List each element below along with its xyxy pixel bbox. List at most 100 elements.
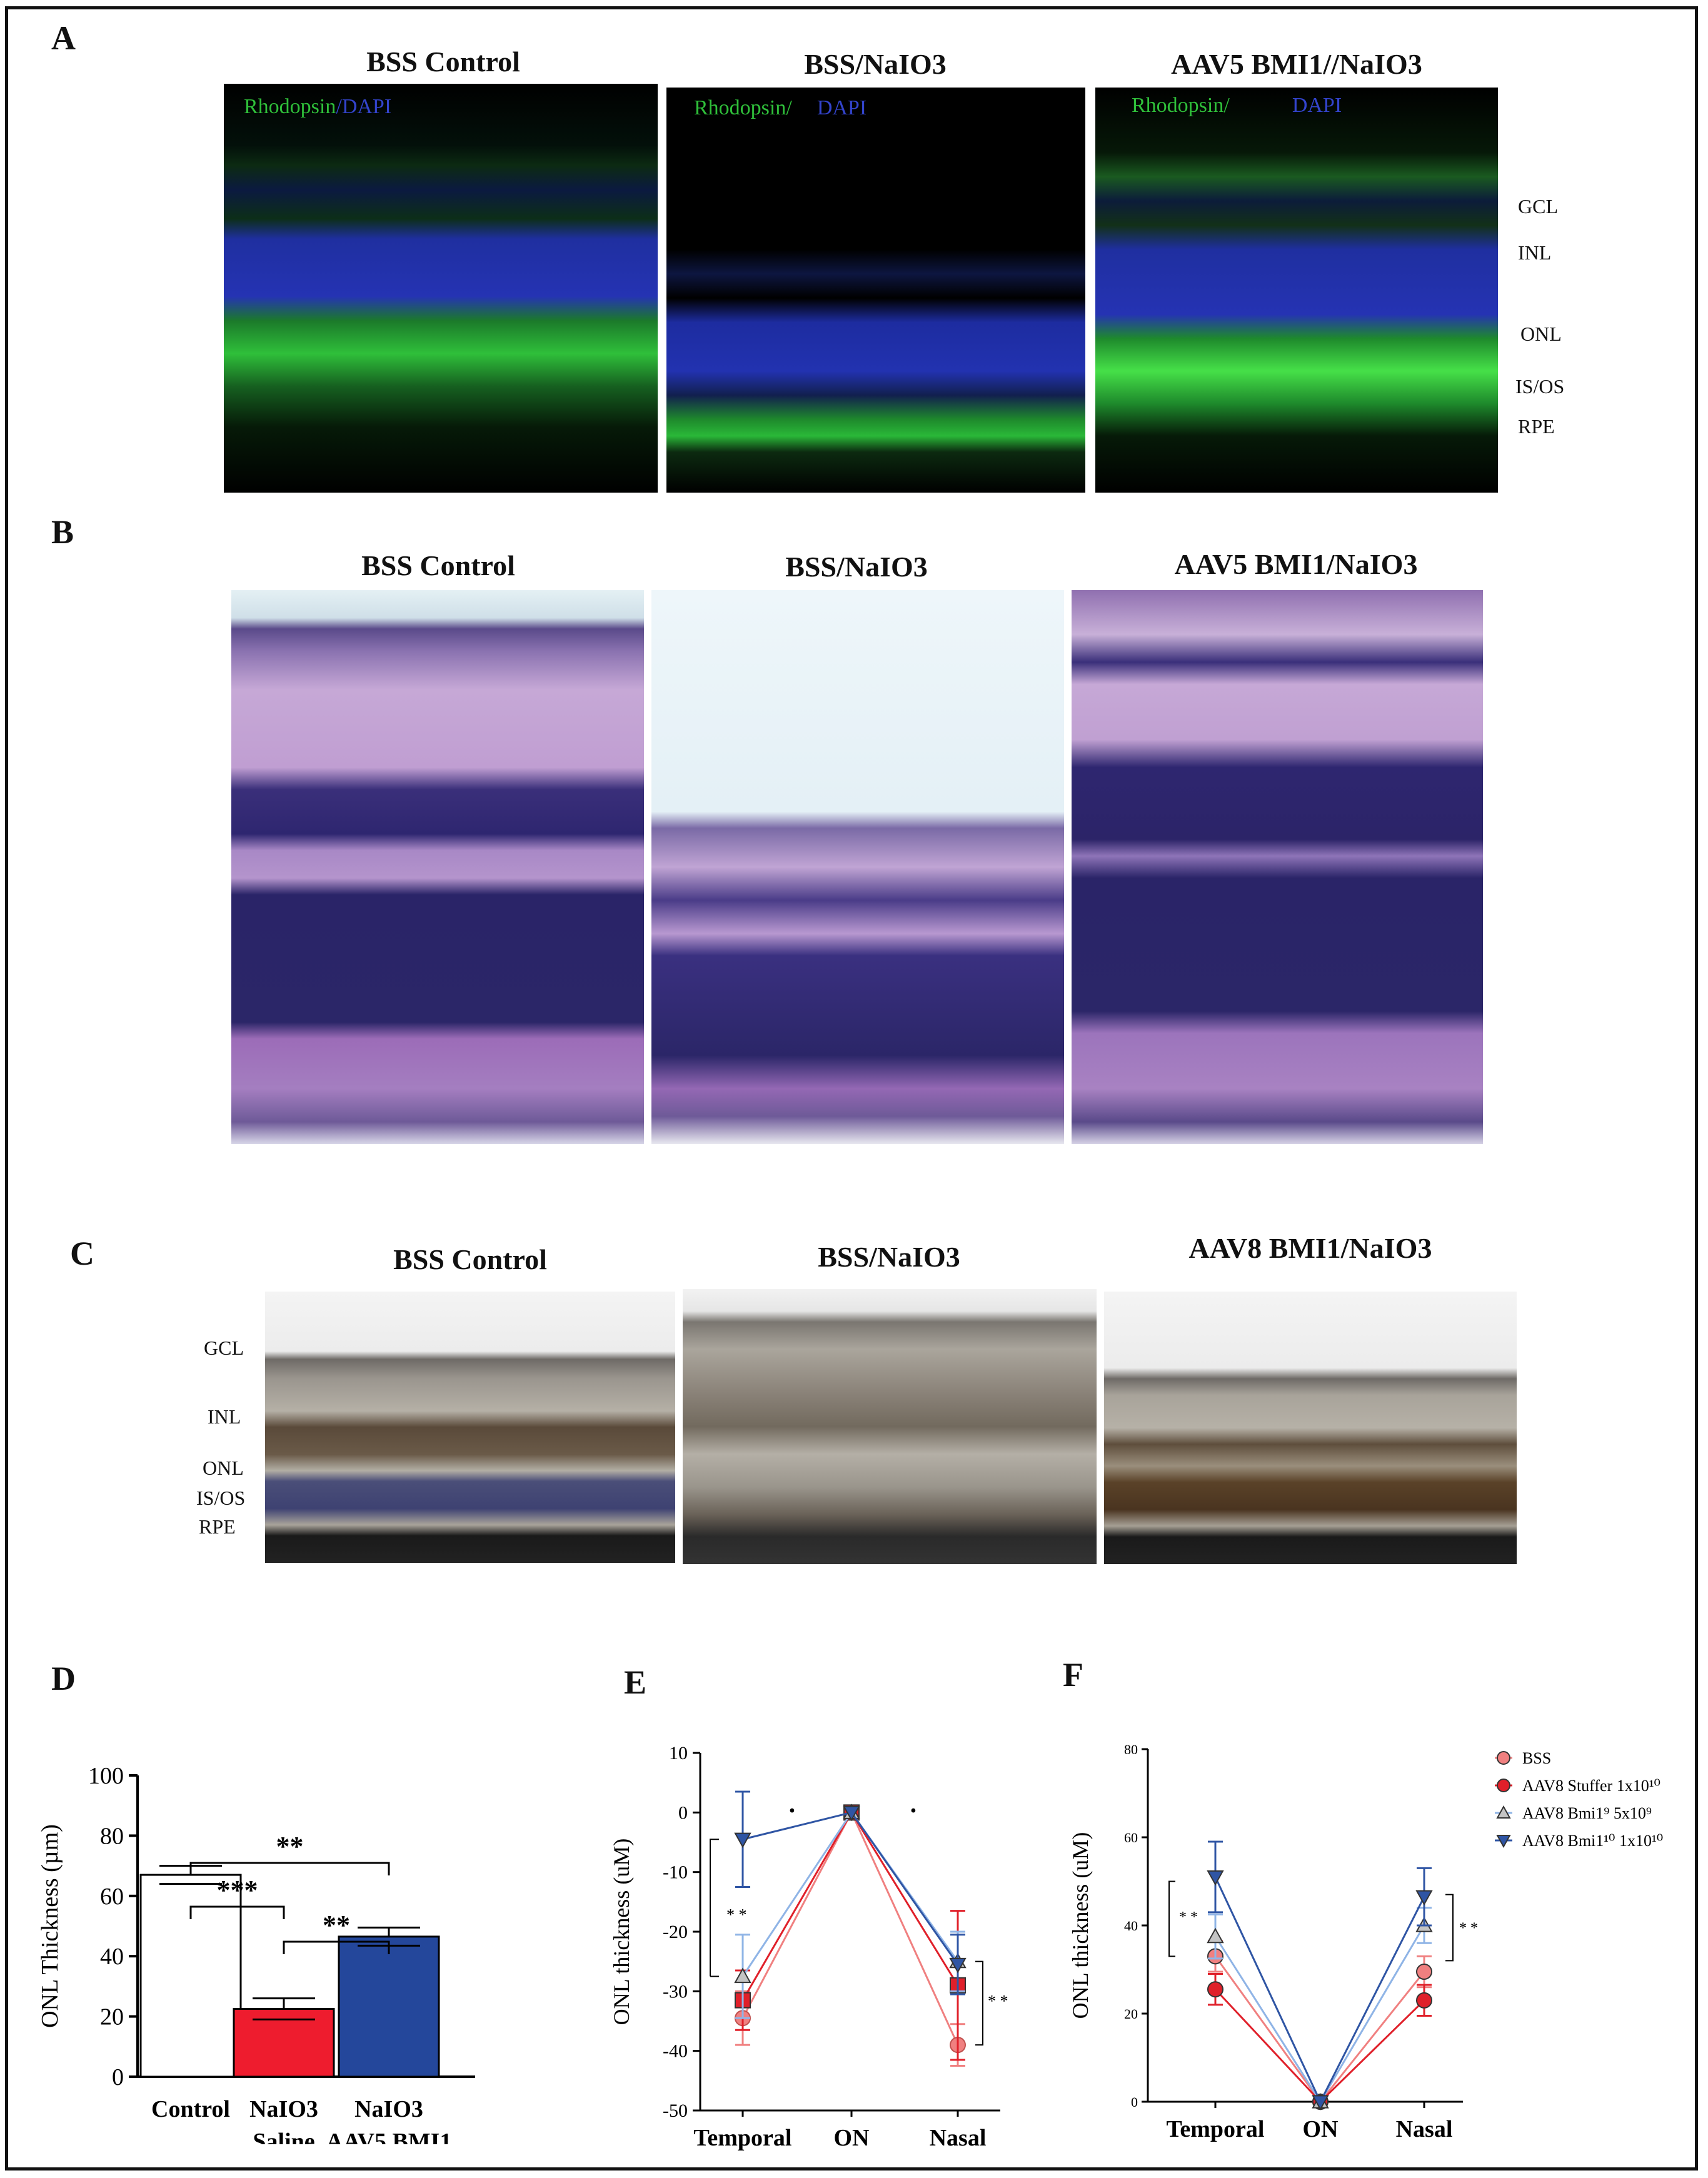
series-line-bmi_high [742, 1811, 959, 1965]
he-image-bss-control [231, 590, 644, 1144]
y-tick-label: 10 [669, 1743, 688, 1764]
data-point-bmi_low [1207, 1927, 1224, 1944]
y-tick-label: 100 [88, 1763, 124, 1789]
panel-b-title-2: BSS/NaIO3 [785, 551, 928, 583]
significance-label: * * [1179, 1909, 1198, 1925]
significance-bracket [710, 1839, 719, 1977]
panel-c-label: C [70, 1235, 94, 1272]
panel-d-label: D [51, 1660, 76, 1697]
layer-label-onl: ONL [203, 1457, 244, 1479]
y-tick-label: 0 [1131, 2094, 1138, 2110]
legend-marker [1496, 1835, 1511, 1849]
legend-marker [1497, 1751, 1510, 1765]
x-tick-label: Saline [253, 2129, 314, 2144]
data-point-stuffer [1416, 1992, 1432, 2009]
significance-label: ** [276, 1831, 304, 1862]
legend-marker [1497, 1779, 1510, 1792]
stain-label: Rhodopsin/DAPI [694, 96, 867, 120]
y-axis-label: ONL thickness (uM) [609, 1839, 634, 2025]
annotation-dot: • [910, 1801, 917, 1820]
x-tick-label: NaIO3 [249, 2096, 318, 2122]
series-line-stuffer [741, 1810, 959, 2001]
layer-label-rpe: RPE [199, 1515, 236, 1538]
rhodopsin-label: Rhodopsin/ [694, 96, 792, 119]
y-tick-label: 40 [100, 1944, 124, 1970]
y-tick-label: 0 [678, 1802, 688, 1823]
layer-label-onl: ONL [1520, 323, 1562, 345]
data-point-bmi_high [1207, 1870, 1224, 1886]
panel-c-title-1: BSS Control [393, 1243, 547, 1275]
significance-label: * * [726, 1905, 747, 1924]
he-image-bss-naio3 [651, 590, 1064, 1144]
data-point-bmi_high [949, 1957, 967, 1974]
y-tick-label: -30 [663, 1981, 688, 2002]
significance-bracket [189, 1905, 285, 1919]
ihc-image-bss-naio3 [683, 1289, 1097, 1564]
layer-label-gcl: GCL [1518, 195, 1558, 218]
x-tick-label: AAV5.BMI1 [326, 2129, 452, 2144]
significance-bracket [189, 1862, 390, 1875]
chart-d-onl-thickness-bars: 0 20 40 60 80 100 ONL Thickness (µm) Control NaI… [37, 1763, 475, 2144]
panel-a-title-3: AAV5 BMI1//NaIO3 [1171, 48, 1422, 80]
data-point-bss [1416, 1964, 1432, 1980]
significance-bracket [1445, 1894, 1454, 1962]
panel-f-label: F [1063, 1656, 1083, 1694]
legend-label: AAV8 Stuffer 1x10¹⁰ [1522, 1777, 1660, 1795]
data-point-bmi_high [1312, 2095, 1329, 2111]
x-tick-label: ON [834, 2125, 870, 2150]
y-axis-label: ONL thickness (uM) [1068, 1832, 1093, 2019]
y-tick-label: 0 [112, 2064, 124, 2090]
y-axis-label: ONL Thickness (µm) [37, 1824, 63, 2028]
series-line-bmi_high [1214, 1876, 1425, 2104]
significance-bracket [283, 1940, 390, 1954]
data-point-stuffer [1207, 1981, 1223, 1998]
panel-a-label: A [51, 19, 76, 57]
y-tick-label: -10 [663, 1862, 688, 1883]
panel-b-title-1: BSS Control [361, 550, 515, 581]
fluorescence-image-aav5-bmi1: Rhodopsin/DAPI [1095, 88, 1498, 493]
dapi-label: DAPI [816, 96, 867, 119]
y-tick-label: 80 [100, 1823, 124, 1849]
stain-label: Rhodopsin/DAPI [244, 95, 391, 119]
figure-frame [5, 6, 1698, 2170]
data-point-bmi_high [1415, 1890, 1433, 1906]
layer-label-isos: IS/OS [1515, 375, 1565, 398]
y-tick-label: 80 [1124, 1742, 1138, 1757]
ihc-image-aav8-bmi1 [1104, 1292, 1517, 1564]
layer-label-gcl: GCL [204, 1337, 244, 1359]
panel-a-title-1: BSS Control [366, 46, 520, 78]
bar [139, 1874, 242, 2078]
panel-b-label: B [51, 513, 74, 551]
data-point-bmi_high [843, 1805, 860, 1822]
legend-marker [1496, 1805, 1511, 1819]
y-tick-label: -40 [663, 2041, 688, 2062]
series-line-bmi_low [1214, 1925, 1425, 2104]
significance-bracket [975, 1960, 983, 2046]
y-tick-label: 60 [100, 1884, 124, 1910]
y-tick-label: 20 [1124, 2006, 1138, 2022]
panel-b-title-3: AAV5 BMI1/NaIO3 [1174, 548, 1418, 580]
significance-label: *** [217, 1875, 258, 1905]
significance-label: * * [1459, 1920, 1478, 1937]
x-tick-label: Temporal [1167, 2116, 1265, 2142]
panel-c-title-3: AAV8 BMI1/NaIO3 [1188, 1232, 1432, 1264]
x-tick-label: Nasal [930, 2125, 987, 2150]
data-point-bmi_high [734, 1832, 751, 1849]
x-tick-label: Nasal [1396, 2116, 1453, 2142]
panel-c-title-2: BSS/NaIO3 [818, 1241, 960, 1273]
series-line-bmi_low [741, 1810, 959, 1977]
he-image-aav5-bmi1 [1072, 590, 1483, 1144]
bar [338, 1935, 440, 2078]
y-tick-label: 60 [1124, 1830, 1138, 1845]
significance-label: ** [323, 1910, 350, 1940]
stain-separator: / [336, 95, 342, 118]
y-tick-label: -50 [663, 2100, 688, 2121]
fluorescence-image-bss-control: Rhodopsin/DAPI [224, 84, 658, 493]
layer-label-isos: IS/OS [196, 1487, 246, 1509]
x-tick-label: Temporal [694, 2125, 792, 2150]
legend-label: AAV8 Bmi1¹⁰ 1x10¹⁰ [1522, 1832, 1663, 1850]
x-tick-label: ON [1303, 2116, 1339, 2142]
panel-a-title-2: BSS/NaIO3 [804, 48, 947, 80]
data-point-bmi_low [734, 1967, 751, 1984]
rhodopsin-label: Rhodopsin [244, 95, 336, 118]
